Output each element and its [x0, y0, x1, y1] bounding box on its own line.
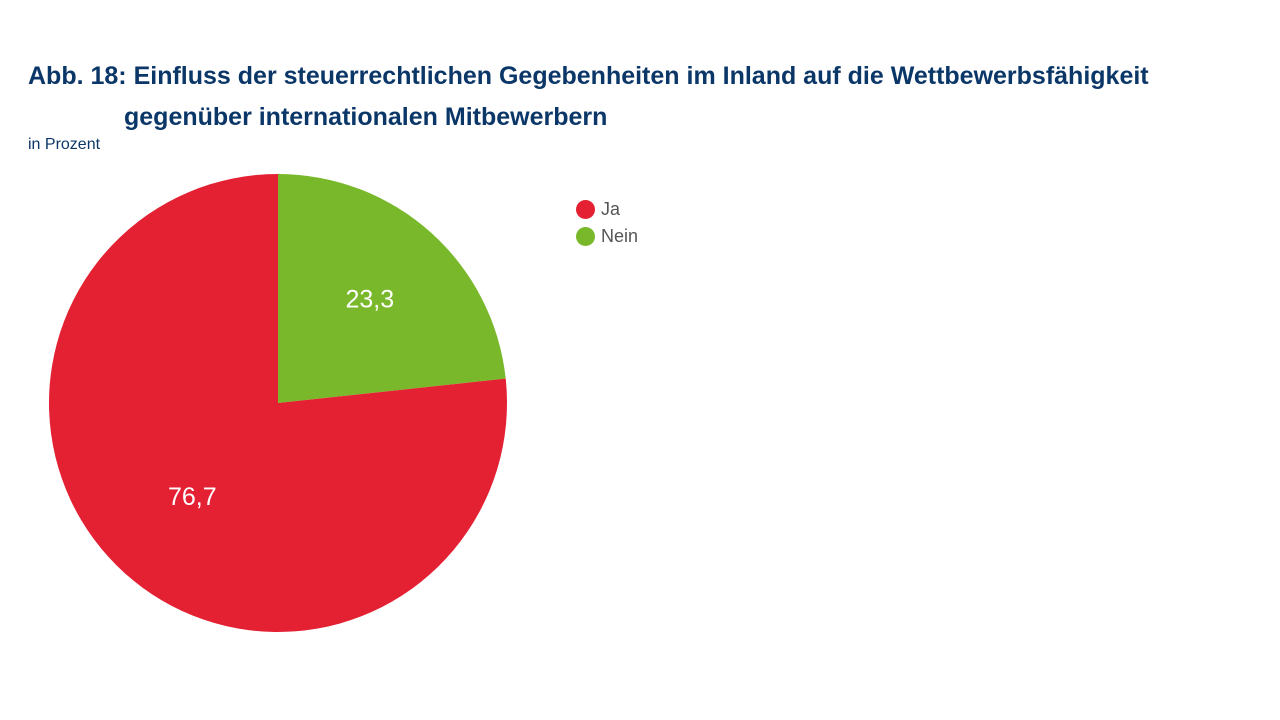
data-label-nein: 23,3 [345, 285, 394, 313]
legend-label-ja: Ja [601, 199, 621, 219]
data-label-ja: 76,7 [168, 483, 217, 511]
chart-title: Abb. 18: Einfluss der steuerrechtlichen … [28, 56, 1149, 138]
chart-title-prefix: Abb. 18: [28, 62, 127, 90]
legend-label-nein: Nein [601, 226, 639, 246]
legend-swatch-nein [576, 227, 595, 246]
pie-slice-ja [48, 174, 507, 632]
chart-title-line-1: Abb. 18: Einfluss der steuerrechtlichen … [28, 56, 1149, 97]
chart-title-line-2: gegenüber internationalen Mitbewerbern [124, 103, 608, 131]
legend-item-ja: Ja [576, 196, 638, 223]
pie-slice-nein [278, 174, 506, 403]
legend-swatch-ja [576, 200, 595, 219]
chart-title-text: Einfluss der steuerrechtlichen Gegebenhe… [133, 62, 1149, 90]
chart-legend: Ja Nein [576, 196, 638, 250]
chart-subtitle: in Prozent [28, 136, 101, 153]
legend-item-nein: Nein [576, 223, 638, 250]
